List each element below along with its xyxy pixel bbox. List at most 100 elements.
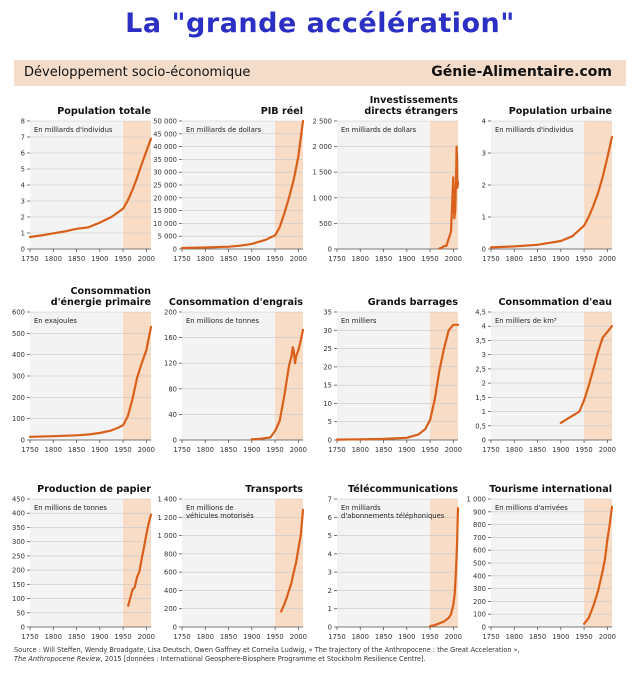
x-tick-label: 1900: [91, 255, 108, 263]
chart-title: Grands barrages: [368, 297, 458, 308]
x-tick-label: 1900: [91, 446, 108, 454]
series-line: [489, 135, 614, 249]
y-tick-label: 20: [323, 363, 332, 371]
x-tick-label: 1750: [21, 633, 38, 641]
chart-grid: 0 1 2 3 4 5 6 7 8 1750 1800 1850 1900 1950 2000 Populat…: [0, 90, 640, 650]
x-tick-label: 2000: [445, 255, 462, 263]
y-tick-label: 5: [328, 532, 332, 540]
y-tick-label: 300: [12, 373, 25, 381]
y-tick-label: 3: [328, 569, 332, 577]
x-tick-label: 1850: [375, 446, 392, 454]
y-tick-label: 5: [21, 166, 25, 174]
x-tick-label: 1950: [575, 255, 592, 263]
y-tick-label: 200: [164, 605, 177, 613]
x-tick-label: 1950: [575, 633, 592, 641]
x-tick-label: 1850: [68, 446, 85, 454]
y-tick-label: 0: [482, 624, 486, 632]
x-tick-label: 1900: [398, 255, 415, 263]
unit-label: En milliards de dollars: [341, 126, 417, 134]
x-tick-label: 2000: [445, 633, 462, 641]
chart-panel-6: 0 40 80 120 160 200 1750 1800 1850 1900 1950 2000 Co…: [164, 297, 307, 454]
x-tick-label: 1900: [243, 633, 260, 641]
chart-panel-4: 0 1 2 3 4 1750 1800 1850 1900 1950 2000 Population …: [482, 106, 616, 263]
x-tick-label: 1750: [328, 255, 345, 263]
y-tick-label: 150: [12, 581, 25, 589]
unit-label: En milliards d'individus: [495, 126, 574, 134]
x-tick-label: 2000: [138, 255, 155, 263]
unit-label: En millions de tonnes: [186, 317, 259, 325]
y-tick-label: 500: [473, 560, 486, 568]
y-tick-label: 3: [482, 351, 486, 359]
series-line: [559, 325, 614, 424]
series-line: [28, 325, 153, 438]
x-tick-label: 1750: [173, 633, 190, 641]
x-tick-label: 1900: [552, 633, 569, 641]
series-line: [280, 508, 305, 613]
chart-panel-8: 0 0,5 1 1,5 2 2,5 3 3,5 4 4,5 1750 1800 1850 1900 1950…: [475, 297, 616, 454]
y-tick-label: 500: [319, 220, 332, 228]
y-tick-label: 15 000: [153, 207, 177, 215]
chart-title: Consommation d'engrais: [169, 297, 303, 308]
x-tick-label: 2000: [445, 446, 462, 454]
y-tick-label: 4: [482, 118, 486, 126]
x-tick-label: 2000: [599, 446, 616, 454]
y-tick-label: 0: [482, 246, 486, 254]
source-details: , 2015 [données : International Geospher…: [100, 655, 426, 663]
x-tick-label: 1850: [220, 633, 237, 641]
y-tick-label: 200: [473, 598, 486, 606]
y-tick-label: 1 000: [467, 496, 486, 504]
y-tick-label: 800: [473, 521, 486, 529]
unit-label: En millions de véhicules motorisés: [186, 504, 254, 520]
y-tick-label: 0: [328, 246, 332, 254]
x-tick-label: 1800: [506, 446, 523, 454]
y-tick-label: 10 000: [153, 220, 177, 228]
y-tick-label: 1 500: [313, 169, 332, 177]
y-tick-label: 800: [164, 550, 177, 558]
y-tick-label: 1 000: [313, 194, 332, 202]
y-tick-label: 35: [323, 309, 332, 317]
y-tick-label: 600: [12, 309, 25, 317]
y-tick-label: 2,5: [475, 365, 486, 373]
x-tick-label: 1800: [352, 633, 369, 641]
y-tick-label: 200: [164, 309, 177, 317]
x-tick-label: 1950: [114, 255, 131, 263]
y-tick-label: 40 000: [153, 143, 177, 151]
y-tick-label: 700: [473, 534, 486, 542]
x-tick-label: 1850: [529, 633, 546, 641]
x-tick-label: 1750: [173, 255, 190, 263]
x-tick-label: 1900: [91, 633, 108, 641]
y-tick-label: 200: [12, 394, 25, 402]
y-tick-label: 40: [168, 411, 177, 419]
y-tick-label: 50: [16, 609, 25, 617]
y-tick-label: 0: [328, 437, 332, 445]
y-tick-label: 2: [482, 380, 486, 388]
y-tick-label: 25: [323, 345, 332, 353]
chart-title: Population totale: [57, 106, 151, 117]
y-tick-label: 450: [12, 496, 25, 504]
x-tick-label: 1900: [398, 633, 415, 641]
x-tick-label: 1800: [45, 633, 62, 641]
y-tick-label: 5: [328, 418, 332, 426]
chart-panel-9: 0 50 100 150 200 250 300 350 400 450 1750 1800 1850 1…: [12, 484, 155, 641]
acceleration-band: [123, 499, 151, 627]
y-tick-label: 0: [173, 246, 177, 254]
y-tick-label: 6: [21, 150, 25, 158]
y-tick-label: 8: [21, 118, 25, 126]
y-tick-label: 0: [173, 624, 177, 632]
chart-title: Télécommunications: [348, 483, 458, 495]
x-tick-label: 1950: [421, 633, 438, 641]
y-tick-label: 2: [21, 214, 25, 222]
y-tick-label: 30: [323, 327, 332, 335]
chart-panel-10: 0 200 400 600 800 1 000 1 200 1 400 1750 1800 1850…: [158, 484, 307, 641]
y-tick-label: 2: [328, 587, 332, 595]
y-tick-label: 100: [12, 415, 25, 423]
y-tick-label: 0: [173, 437, 177, 445]
y-tick-label: 400: [12, 510, 25, 518]
x-tick-label: 1800: [197, 633, 214, 641]
y-tick-label: 300: [12, 538, 25, 546]
chart-title: Population urbaine: [509, 106, 613, 117]
y-tick-label: 600: [164, 569, 177, 577]
source-journal: The Anthropocene Review: [14, 655, 101, 663]
y-tick-label: 4,5: [475, 309, 486, 317]
x-tick-label: 2000: [138, 446, 155, 454]
